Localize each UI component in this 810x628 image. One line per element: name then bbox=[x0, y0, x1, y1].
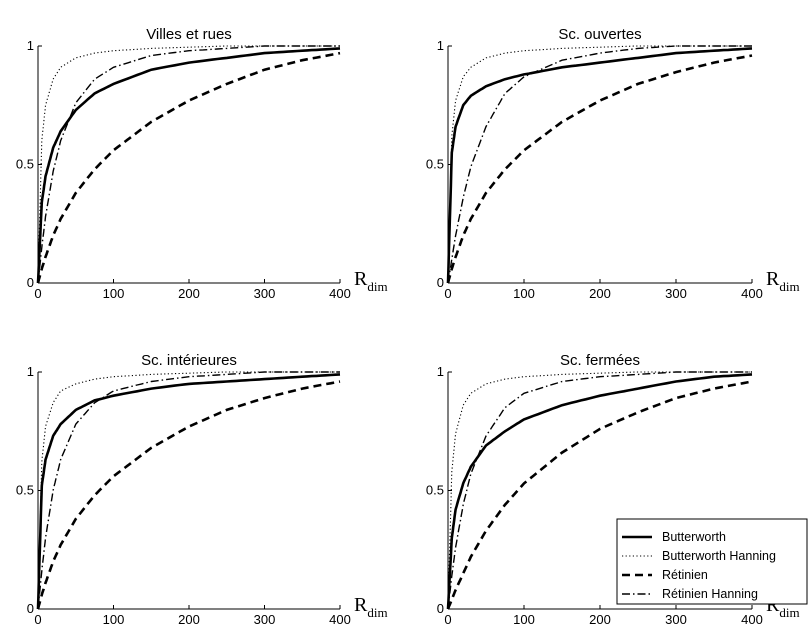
y-tick-label: 1 bbox=[437, 364, 444, 379]
series-line-butterworth-hanning bbox=[37, 45, 340, 284]
chart-panel-1: Villes et rues 0 100 200 300 400 0 0.5 1 Rdim bbox=[16, 26, 388, 301]
x-tick-label: 100 bbox=[513, 286, 535, 301]
x-tick-label: 400 bbox=[329, 612, 351, 627]
chart-title: Sc. fermées bbox=[560, 352, 640, 369]
y-tick-label: 1 bbox=[437, 38, 444, 53]
x-axis-label: Rdim bbox=[354, 268, 388, 294]
legend-label: Butterworth bbox=[662, 530, 726, 544]
x-tick-label: 0 bbox=[444, 612, 451, 627]
x-axis-label-main: R bbox=[766, 268, 780, 290]
y-tick-label: 0.5 bbox=[426, 483, 444, 498]
x-axis-label-main: R bbox=[354, 594, 368, 616]
x-tick-label: 200 bbox=[178, 286, 200, 301]
legend: Butterworth Butterworth Hanning Rétinien Ré… bbox=[616, 518, 808, 605]
x-axis-label: Rdim bbox=[766, 268, 800, 294]
x-tick-label: 300 bbox=[665, 286, 687, 301]
x-tick-label: 400 bbox=[741, 286, 763, 301]
y-tick-label: 0 bbox=[27, 601, 34, 616]
x-tick-label: 0 bbox=[34, 612, 41, 627]
x-tick-label: 200 bbox=[589, 286, 611, 301]
chart-panel-3: Sc. intérieures 0 100 200 300 400 0 0.5 1 Rdim bbox=[16, 352, 388, 627]
x-axis-label-subscript: dim bbox=[367, 279, 387, 294]
x-tick-label: 200 bbox=[178, 612, 200, 627]
x-tick-label: 300 bbox=[254, 286, 276, 301]
y-tick-label: 0 bbox=[27, 275, 34, 290]
x-axis-label-main: R bbox=[354, 268, 368, 290]
series-line-butterworth bbox=[36, 373, 341, 610]
chart-title: Villes et rues bbox=[146, 26, 232, 43]
y-tick-label: 0.5 bbox=[16, 157, 34, 172]
series-line-retinien bbox=[446, 54, 753, 284]
y-tick-label: 0 bbox=[437, 275, 444, 290]
x-tick-label: 400 bbox=[329, 286, 351, 301]
series-line-butterworth bbox=[446, 373, 753, 610]
y-tick-label: 1 bbox=[27, 38, 34, 53]
y-tick-label: 0.5 bbox=[16, 483, 34, 498]
y-tick-label: 0.5 bbox=[426, 157, 444, 172]
y-tick-label: 1 bbox=[27, 364, 34, 379]
x-tick-label: 100 bbox=[103, 286, 125, 301]
x-tick-label: 300 bbox=[665, 612, 687, 627]
x-tick-label: 100 bbox=[513, 612, 535, 627]
x-tick-label: 400 bbox=[741, 612, 763, 627]
chart-panel-2: Sc. ouvertes 0 100 200 300 400 0 0.5 1 Rdim bbox=[426, 26, 800, 301]
x-axis-label-subscript: dim bbox=[779, 279, 799, 294]
legend-label: Rétinien Hanning bbox=[662, 587, 758, 601]
series-line-retinien bbox=[36, 380, 341, 610]
x-axis-label-subscript: dim bbox=[367, 605, 387, 620]
series-line-retinien-hanning bbox=[37, 371, 340, 610]
series-line-retinien bbox=[36, 51, 341, 284]
chart-title: Sc. ouvertes bbox=[558, 26, 641, 43]
series-line-butterworth bbox=[36, 47, 341, 284]
x-tick-label: 200 bbox=[589, 612, 611, 627]
x-axis-label-subscript: dim bbox=[779, 605, 799, 620]
series-line-retinien-hanning bbox=[37, 45, 340, 284]
series-line-butterworth bbox=[446, 47, 753, 284]
series-line-butterworth-hanning bbox=[37, 371, 340, 610]
y-tick-label: 0 bbox=[437, 601, 444, 616]
x-tick-label: 100 bbox=[103, 612, 125, 627]
legend-label: Rétinien bbox=[662, 568, 708, 582]
series-line-retinien-hanning bbox=[447, 45, 752, 284]
legend-box bbox=[616, 518, 808, 605]
chart-title: Sc. intérieures bbox=[141, 352, 237, 369]
series-line-retinien bbox=[446, 380, 753, 610]
series-line-retinien-hanning bbox=[447, 371, 752, 610]
series-line-butterworth-hanning bbox=[447, 45, 752, 284]
x-tick-label: 300 bbox=[254, 612, 276, 627]
legend-label: Butterworth Hanning bbox=[662, 549, 776, 563]
x-tick-label: 0 bbox=[34, 286, 41, 301]
x-axis-label: Rdim bbox=[354, 594, 388, 620]
x-tick-label: 0 bbox=[444, 286, 451, 301]
